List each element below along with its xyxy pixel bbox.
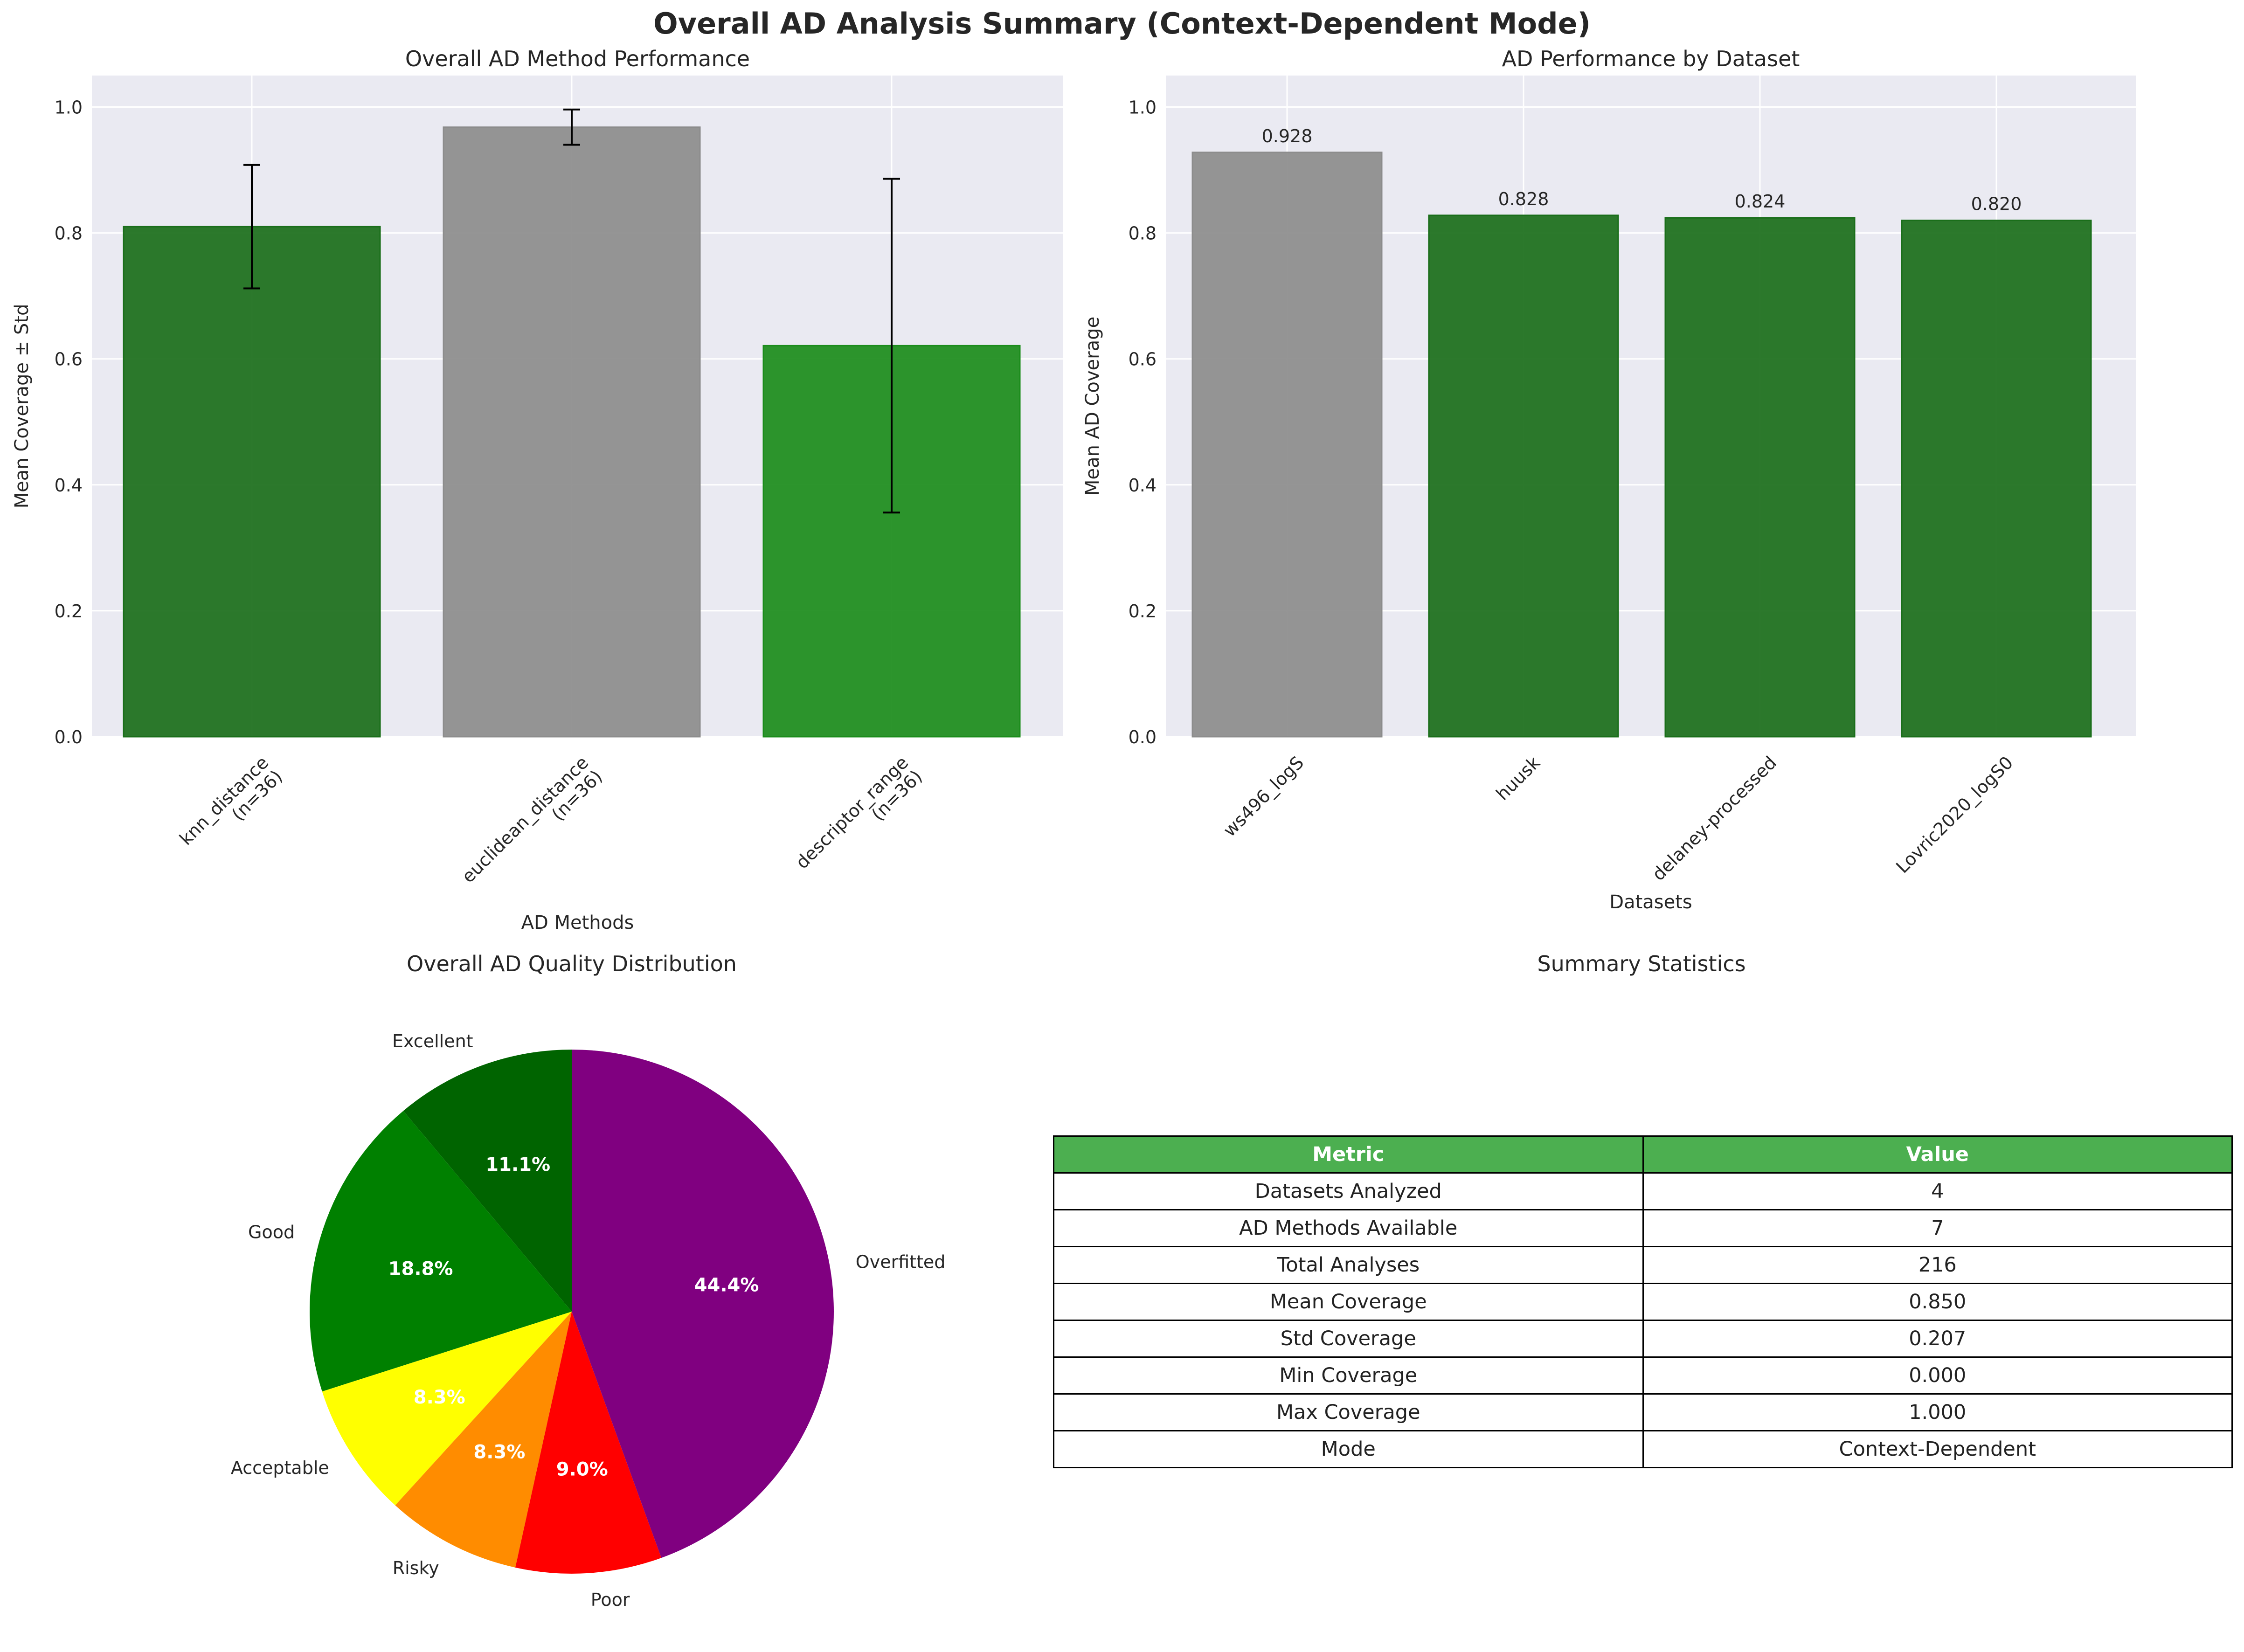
bar (1664, 217, 1856, 738)
y-tick-label: 0.0 (1129, 727, 1157, 747)
data-label: 0.824 (1735, 191, 1786, 212)
table-cell-metric: Mode (1053, 1430, 1644, 1468)
table-row: Datasets Analyzed 4 (1053, 1172, 2233, 1210)
y-axis-label: Mean Coverage ± Std (11, 304, 33, 509)
table-cell-value: 4 (1642, 1172, 2233, 1210)
table-cell-metric: AD Methods Available (1053, 1209, 1644, 1247)
x-tick-label: huusk (1492, 752, 1544, 804)
table-cell-value: 0.207 (1642, 1320, 2233, 1358)
y-tick-label: 0.8 (55, 223, 83, 244)
x-tick-label-line: delaney-processed (1648, 752, 1780, 885)
figure-title: Overall AD Analysis Summary (Context-Dep… (653, 7, 1591, 41)
x-tick-label: knn_distance(n=36) (175, 752, 286, 863)
chart-title: AD Performance by Dataset (1502, 46, 1800, 71)
pie-slice (403, 1050, 572, 1312)
pie-category-label: Acceptable (231, 1458, 329, 1478)
table-cell-metric: Max Coverage (1053, 1393, 1644, 1431)
y-tick-label: 0.2 (1129, 601, 1157, 622)
pie-percent-label: 8.3% (414, 1387, 465, 1408)
pie-slice (322, 1312, 572, 1506)
table-row: Std Coverage 0.207 (1053, 1320, 2233, 1358)
y-tick-label: 0.2 (55, 601, 83, 622)
y-tick-label: 0.8 (1129, 223, 1157, 244)
y-tick-label: 0.0 (55, 727, 83, 747)
x-tick-label: ws496_logS (1219, 752, 1308, 841)
x-axis-label: Datasets (1609, 892, 1692, 913)
pie-category-label: Poor (591, 1590, 630, 1610)
table-row: Min Coverage 0.000 (1053, 1356, 2233, 1395)
pie-slice (515, 1312, 662, 1574)
table-cell-value: 0.850 (1642, 1283, 2233, 1321)
pie-category-label: Good (248, 1222, 295, 1242)
data-label: 0.820 (1971, 194, 2022, 214)
table-row: Max Coverage 1.000 (1053, 1393, 2233, 1431)
y-tick-label: 1.0 (1129, 97, 1157, 118)
y-tick-label: 0.6 (55, 349, 83, 370)
bar (1901, 220, 2092, 738)
table-cell-metric: Total Analyses (1053, 1246, 1644, 1284)
data-label: 0.928 (1262, 126, 1313, 146)
table-cell-metric: Std Coverage (1053, 1320, 1644, 1358)
bar (443, 126, 701, 738)
y-axis-label: Mean AD Coverage (1082, 317, 1103, 496)
pie-percent-label: 18.8% (388, 1258, 453, 1279)
y-tick-label: 0.4 (1129, 475, 1157, 496)
y-tick-label: 0.6 (1129, 349, 1157, 370)
table-cell-value: Context-Dependent (1642, 1430, 2233, 1468)
pie-slice (572, 1050, 834, 1558)
y-tick-label: 0.4 (55, 475, 83, 496)
pie-category-label: Overfitted (856, 1252, 946, 1272)
x-tick-label: euclidean_distance(n=36) (458, 752, 606, 900)
pie-slice (310, 1111, 572, 1392)
pie-percent-label: 11.1% (485, 1154, 550, 1175)
dataset-performance-chart: 0.0 0.2 0.4 0.6 0.8 1.0 0.928 ws496_logS 0.828 hu… (1082, 46, 2136, 913)
x-axis-label: AD Methods (521, 912, 634, 933)
table-cell-metric: Datasets Analyzed (1053, 1172, 1644, 1210)
pie-category-label: Excellent (392, 1031, 473, 1051)
summary-statistics-table: Metric Value Datasets Analyzed 4 AD Metho… (1053, 1135, 2233, 1468)
pie-slice (395, 1312, 572, 1568)
chart-title: Overall AD Method Performance (405, 46, 750, 71)
pie-category-label: Risky (393, 1558, 439, 1578)
pie-percent-label: 8.3% (473, 1441, 525, 1463)
table-cell-value: 0.000 (1642, 1356, 2233, 1395)
table-title: Summary Statistics (1537, 951, 1745, 976)
table-header-metric: Metric (1053, 1135, 1644, 1174)
table-cell-metric: Min Coverage (1053, 1356, 1644, 1395)
x-tick-label: Lovric2020_logS0 (1892, 752, 2017, 877)
table-cell-value: 7 (1642, 1209, 2233, 1247)
data-label: 0.828 (1498, 189, 1549, 209)
quality-distribution-pie: 11.1% Excellent 18.8% Good 8.3% Acceptable 8.3… (231, 951, 946, 1610)
x-tick-label-line: huusk (1492, 752, 1544, 804)
table-header-row: Metric Value (1053, 1135, 2233, 1174)
pie-percent-label: 44.4% (694, 1274, 759, 1296)
x-tick-label: delaney-processed (1648, 752, 1780, 885)
table-row: Mean Coverage 0.850 (1053, 1283, 2233, 1321)
table-row: AD Methods Available 7 (1053, 1209, 2233, 1247)
chart-title: Overall AD Quality Distribution (407, 951, 737, 976)
table-cell-value: 216 (1642, 1246, 2233, 1284)
bar (1428, 214, 1619, 738)
table-row: Total Analyses 216 (1053, 1246, 2233, 1284)
pie-percent-label: 9.0% (556, 1458, 608, 1480)
method-performance-chart: 0.0 0.2 0.4 0.6 0.8 1.0 knn_distance(n=36) eucl… (11, 46, 1063, 933)
table-header-value: Value (1642, 1135, 2233, 1174)
x-tick-label-line: ws496_logS (1219, 752, 1308, 841)
x-tick-label-line: Lovric2020_logS0 (1892, 752, 2017, 877)
table-cell-metric: Mean Coverage (1053, 1283, 1644, 1321)
x-tick-label-line: descriptor_range (792, 752, 913, 873)
table-row: Mode Context-Dependent (1053, 1430, 2233, 1468)
y-tick-label: 1.0 (55, 97, 83, 118)
x-tick-label: descriptor_range(n=36) (792, 752, 926, 886)
bar (123, 226, 381, 738)
bar (1191, 152, 1383, 738)
table-cell-value: 1.000 (1642, 1393, 2233, 1431)
x-tick-label-line: euclidean_distance (458, 752, 593, 887)
